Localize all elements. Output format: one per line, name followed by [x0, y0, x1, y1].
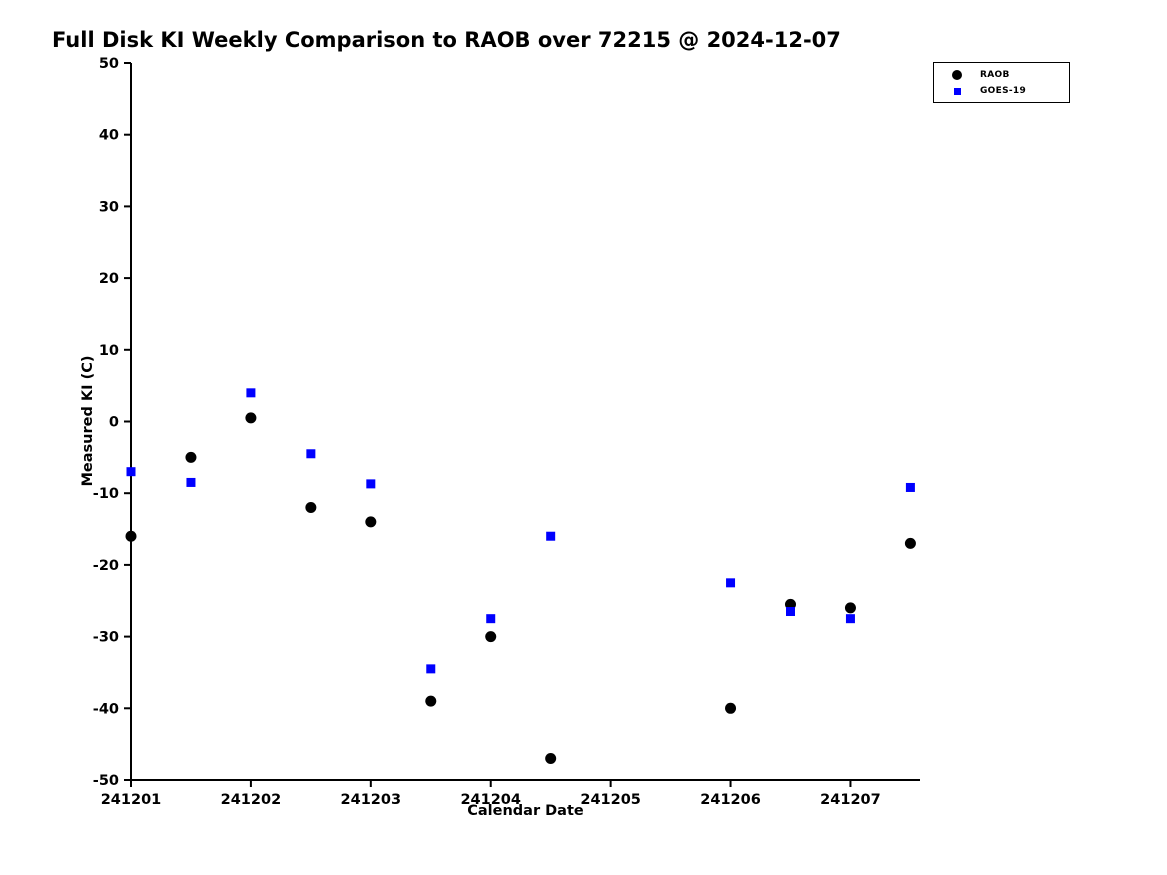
y-tick-label: 0 — [109, 415, 119, 431]
raob-point — [185, 451, 197, 463]
x-axis-label: Calendar Date — [467, 803, 584, 819]
raob-point — [725, 702, 737, 714]
goes19-point — [186, 477, 196, 487]
goes19-point — [426, 664, 436, 674]
goes19-point — [306, 449, 316, 459]
y-tick-label: 30 — [99, 199, 119, 215]
goes19-point — [366, 479, 376, 489]
y-tick-label: -30 — [93, 630, 119, 646]
goes19-point — [905, 482, 915, 492]
y-tick-label: 20 — [99, 271, 119, 287]
raob-point — [485, 631, 497, 643]
goes19-point — [246, 388, 256, 398]
y-tick-label: -20 — [93, 558, 119, 574]
chart-title: Full Disk KI Weekly Comparison to RAOB o… — [52, 28, 841, 52]
y-tick-label: -40 — [93, 701, 119, 717]
x-tick-label: 241202 — [221, 792, 282, 808]
raob-point — [305, 502, 317, 514]
y-tick-label: 50 — [99, 56, 119, 72]
y-tick-label: 10 — [99, 343, 119, 359]
raob-circle-marker-icon — [952, 70, 962, 80]
raob-point — [125, 530, 137, 542]
y-axis-label: Measured KI (C) — [80, 355, 96, 487]
legend: RAOB GOES-19 — [933, 62, 1070, 103]
y-tick-label: -50 — [93, 773, 119, 789]
raob-point — [245, 412, 257, 424]
legend-label-raob: RAOB — [980, 70, 1010, 80]
goes19-point — [486, 614, 496, 624]
goes19-point — [845, 614, 855, 624]
x-tick-label: 241204 — [460, 792, 521, 808]
y-tick-label: 40 — [99, 128, 119, 144]
raob-point — [365, 516, 377, 528]
x-tick-label: 241206 — [700, 792, 761, 808]
legend-entry-goes19: GOES-19 — [934, 83, 1069, 99]
legend-label-goes19: GOES-19 — [980, 86, 1027, 96]
raob-point — [904, 537, 916, 549]
goes19-point — [785, 607, 795, 617]
x-tick-label: 241205 — [580, 792, 641, 808]
legend-entry-raob: RAOB — [934, 67, 1069, 83]
y-tick-label: -10 — [93, 486, 119, 502]
goes19-point — [726, 578, 736, 588]
raob-point — [844, 602, 856, 614]
goes19-point — [546, 531, 556, 541]
x-tick-label: 241201 — [101, 792, 162, 808]
raob-point — [425, 695, 437, 707]
goes19-point — [126, 467, 136, 477]
x-tick-label: 241207 — [820, 792, 881, 808]
goes19-square-marker-icon — [953, 87, 961, 95]
x-tick-label: 241203 — [341, 792, 402, 808]
raob-point — [545, 752, 557, 764]
